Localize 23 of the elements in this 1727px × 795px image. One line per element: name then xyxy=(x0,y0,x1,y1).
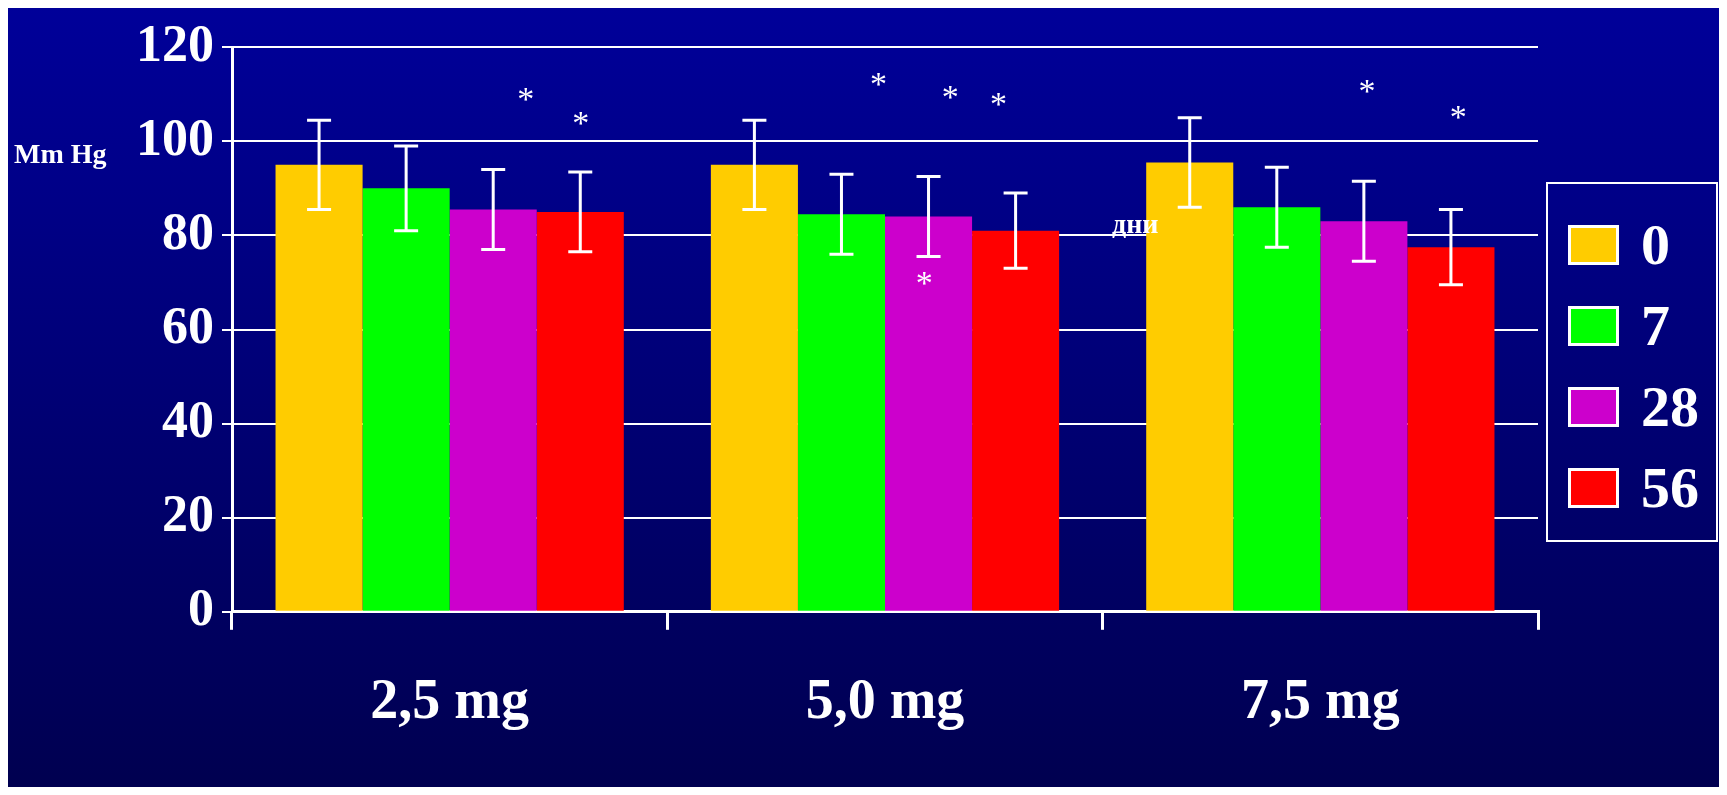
legend-label: 28 xyxy=(1641,373,1699,440)
y-tick-label: 0 xyxy=(188,579,214,637)
annotation: * xyxy=(517,80,535,118)
y-tick-label: 100 xyxy=(136,108,214,166)
y-tick-label: 20 xyxy=(162,485,214,543)
y-tick-label: 60 xyxy=(162,296,214,354)
annotation: * xyxy=(941,77,959,115)
annotation: * xyxy=(1449,98,1467,136)
legend-label: 7 xyxy=(1641,292,1670,359)
y-tick-label: 120 xyxy=(136,14,214,72)
annotation: * xyxy=(915,264,933,302)
y-tick-label: 40 xyxy=(162,391,214,449)
annotation: * xyxy=(869,65,887,103)
annotation: * xyxy=(1358,71,1376,109)
x-tick-label: 5,0 mg xyxy=(805,667,965,730)
x-tick-label: 7,5 mg xyxy=(1241,667,1400,730)
text: 0 xyxy=(1641,211,1670,278)
y-axis-title: Mm Hg xyxy=(14,137,107,169)
annotation: * xyxy=(572,104,590,142)
y-tick-label: 80 xyxy=(162,202,214,260)
legend-label: 56 xyxy=(1641,454,1699,521)
x-tick-label: 2,5 mg xyxy=(370,667,529,730)
annotation: * xyxy=(990,85,1008,123)
